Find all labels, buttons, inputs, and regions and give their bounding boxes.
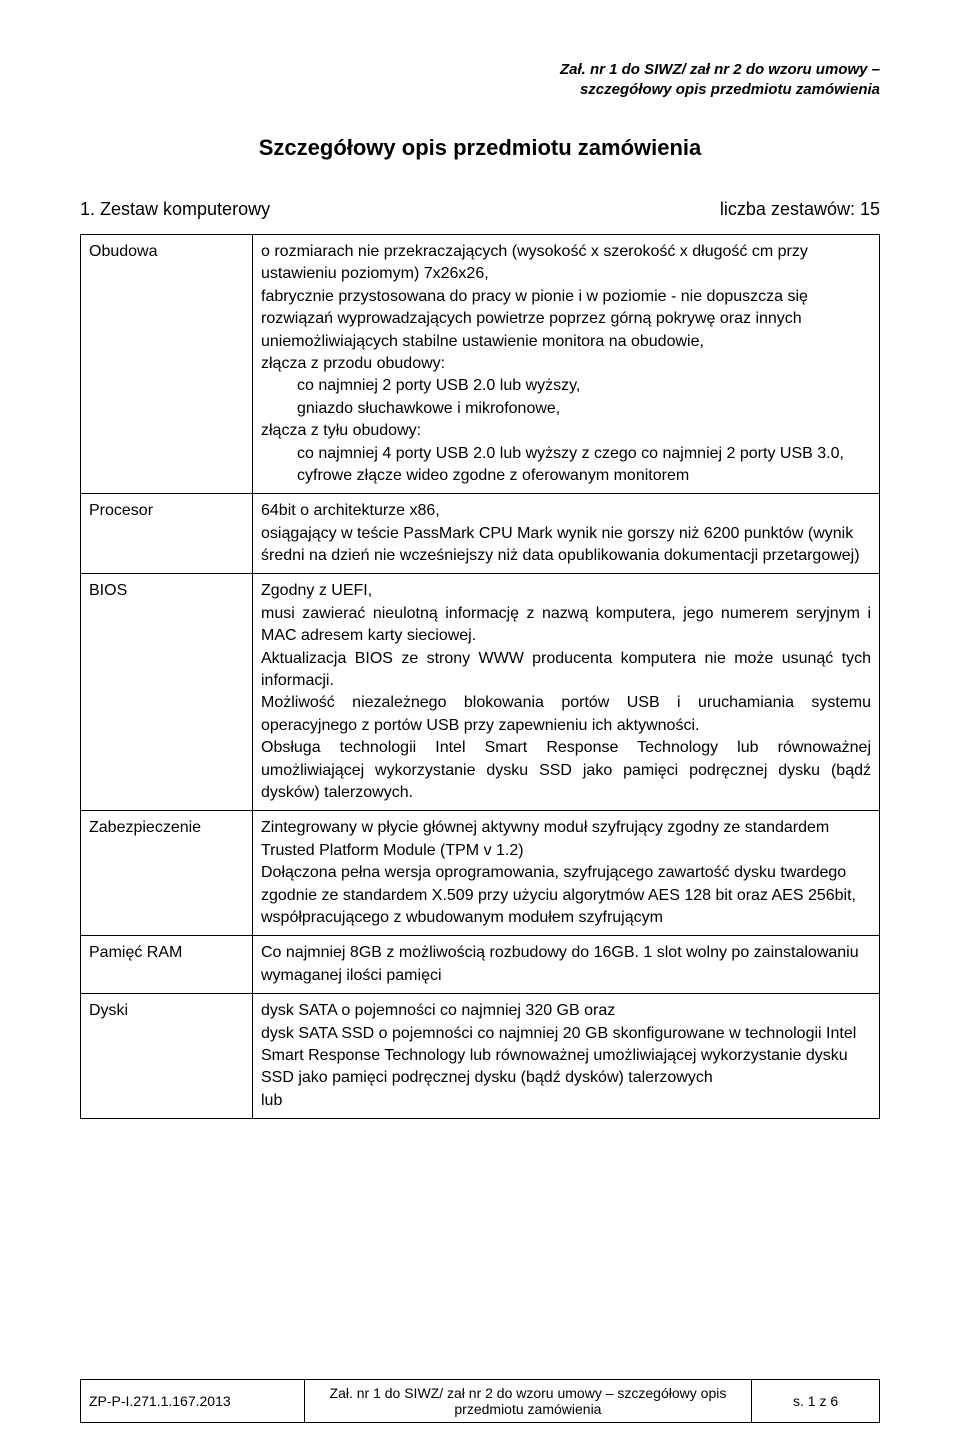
header-line-1: Zał. nr 1 do SIWZ/ zał nr 2 do wzoru umo… (560, 61, 880, 78)
obudowa-p3: złącza z przodu obudowy: (261, 353, 871, 375)
row-label-dyski: Dyski (81, 994, 253, 1119)
obudowa-p3b: gniazdo słuchawkowe i mikrofonowe, (261, 398, 871, 420)
header-attachment-info: Zał. nr 1 do SIWZ/ zał nr 2 do wzoru umo… (80, 60, 880, 99)
row-value-obudowa: o rozmiarach nie przekraczających (wysok… (253, 235, 880, 494)
row-label-bios: BIOS (81, 574, 253, 811)
row-value-ram: Co najmniej 8GB z możliwością rozbudowy … (253, 936, 880, 994)
section-count: liczba zestawów: 15 (720, 199, 880, 220)
obudowa-p3a: co najmniej 2 porty USB 2.0 lub wyższy, (261, 375, 871, 397)
document-title: Szczegółowy opis przedmiotu zamówienia (80, 135, 880, 161)
table-row: Pamięć RAM Co najmniej 8GB z możliwością… (81, 936, 880, 994)
table-row: Obudowa o rozmiarach nie przekraczającyc… (81, 235, 880, 494)
dyski-p1: dysk SATA o pojemności co najmniej 320 G… (261, 1000, 871, 1022)
row-value-dyski: dysk SATA o pojemności co najmniej 320 G… (253, 994, 880, 1119)
footer-doc-number: ZP-P-I.271.1.167.2013 (81, 1380, 305, 1423)
footer-page-number: s. 1 z 6 (752, 1380, 880, 1423)
row-label-procesor: Procesor (81, 494, 253, 574)
ram-p1: Co najmniej 8GB z możliwością rozbudowy … (261, 942, 871, 987)
zabezpieczenie-p2: Dołączona pełna wersja oprogramowania, s… (261, 862, 871, 929)
obudowa-p4: złącza z tyłu obudowy: (261, 420, 871, 442)
procesor-p2: osiągający w teście PassMark CPU Mark wy… (261, 523, 871, 568)
obudowa-p1: o rozmiarach nie przekraczających (wysok… (261, 241, 871, 286)
table-row: Procesor 64bit o architekturze x86, osią… (81, 494, 880, 574)
row-label-ram: Pamięć RAM (81, 936, 253, 994)
obudowa-p4a: co najmniej 4 porty USB 2.0 lub wyższy z… (261, 443, 871, 465)
row-value-zabezpieczenie: Zintegrowany w płycie głównej aktywny mo… (253, 811, 880, 936)
obudowa-p4b: cyfrowe złącze wideo zgodne z oferowanym… (261, 465, 871, 487)
dyski-p2: dysk SATA SSD o pojemności co najmniej 2… (261, 1023, 871, 1090)
table-row: Dyski dysk SATA o pojemności co najmniej… (81, 994, 880, 1119)
page-footer: ZP-P-I.271.1.167.2013 Zał. nr 1 do SIWZ/… (80, 1379, 880, 1423)
section-number-title: 1. Zestaw komputerowy (80, 199, 270, 220)
zabezpieczenie-p1: Zintegrowany w płycie głównej aktywny mo… (261, 817, 871, 862)
bios-p1: Zgodny z UEFI, (261, 580, 871, 602)
row-value-procesor: 64bit o architekturze x86, osiągający w … (253, 494, 880, 574)
row-label-zabezpieczenie: Zabezpieczenie (81, 811, 253, 936)
section-heading-row: 1. Zestaw komputerowy liczba zestawów: 1… (80, 199, 880, 220)
bios-p3: Aktualizacja BIOS ze strony WWW producen… (261, 648, 871, 693)
row-value-bios: Zgodny z UEFI, musi zawierać nieulotną i… (253, 574, 880, 811)
table-row: BIOS Zgodny z UEFI, musi zawierać nieulo… (81, 574, 880, 811)
bios-p5: Obsługa technologii Intel Smart Response… (261, 737, 871, 804)
dyski-p3: lub (261, 1090, 871, 1112)
footer-row: ZP-P-I.271.1.167.2013 Zał. nr 1 do SIWZ/… (81, 1380, 880, 1423)
bios-p2: musi zawierać nieulotną informację z naz… (261, 603, 871, 648)
obudowa-p2: fabrycznie przystosowana do pracy w pion… (261, 286, 871, 353)
bios-p4: Możliwość niezależnego blokowania portów… (261, 692, 871, 737)
specification-table: Obudowa o rozmiarach nie przekraczającyc… (80, 234, 880, 1119)
row-label-obudowa: Obudowa (81, 235, 253, 494)
table-row: Zabezpieczenie Zintegrowany w płycie głó… (81, 811, 880, 936)
procesor-p1: 64bit o architekturze x86, (261, 500, 871, 522)
footer-doc-title: Zał. nr 1 do SIWZ/ zał nr 2 do wzoru umo… (304, 1380, 751, 1423)
header-line-2: szczegółowy opis przedmiotu zamówienia (580, 81, 880, 98)
footer-table: ZP-P-I.271.1.167.2013 Zał. nr 1 do SIWZ/… (80, 1379, 880, 1423)
